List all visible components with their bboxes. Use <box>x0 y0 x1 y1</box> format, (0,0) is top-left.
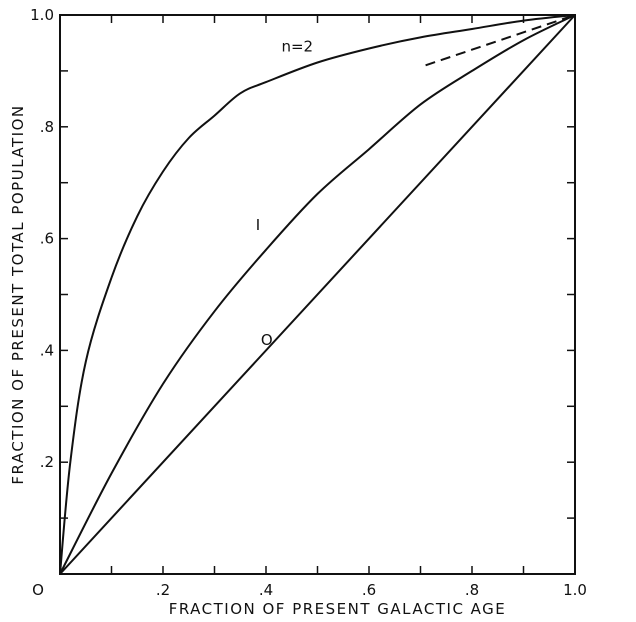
axis-ticks <box>60 15 575 574</box>
y-tick-labels: .2 .4 .6 .8 1.0 <box>30 6 54 471</box>
x-axis-title: FRACTION OF PRESENT GALACTIC AGE <box>169 600 507 618</box>
y-tick-label: .4 <box>40 341 54 359</box>
y-tick-label: .6 <box>40 230 54 248</box>
x-tick-label: .2 <box>156 581 170 599</box>
series-lines <box>59 14 576 575</box>
curve-labels: n=2 I O <box>256 37 313 348</box>
x-tick-label: .8 <box>465 581 479 599</box>
x-tick-label: 1.0 <box>563 581 587 599</box>
dashed-reference-line <box>425 14 576 67</box>
curve-o <box>59 14 576 575</box>
curve-n2 <box>59 14 576 575</box>
y-tick-label: 1.0 <box>30 6 54 24</box>
x-tick-label: .4 <box>259 581 273 599</box>
y-tick-label: .2 <box>40 453 54 471</box>
curve-i <box>59 14 576 575</box>
y-axis-title: FRACTION OF PRESENT TOTAL POPULATION <box>9 104 27 484</box>
curve-label: I <box>256 216 260 234</box>
y-tick-label: .8 <box>40 118 54 136</box>
x-tick-labels: .2 .4 .6 .8 1.0 <box>156 581 587 599</box>
curve-label: n=2 <box>281 37 313 55</box>
x-tick-label: .6 <box>362 581 376 599</box>
origin-label: O <box>32 581 44 599</box>
curve-label: O <box>261 331 273 349</box>
